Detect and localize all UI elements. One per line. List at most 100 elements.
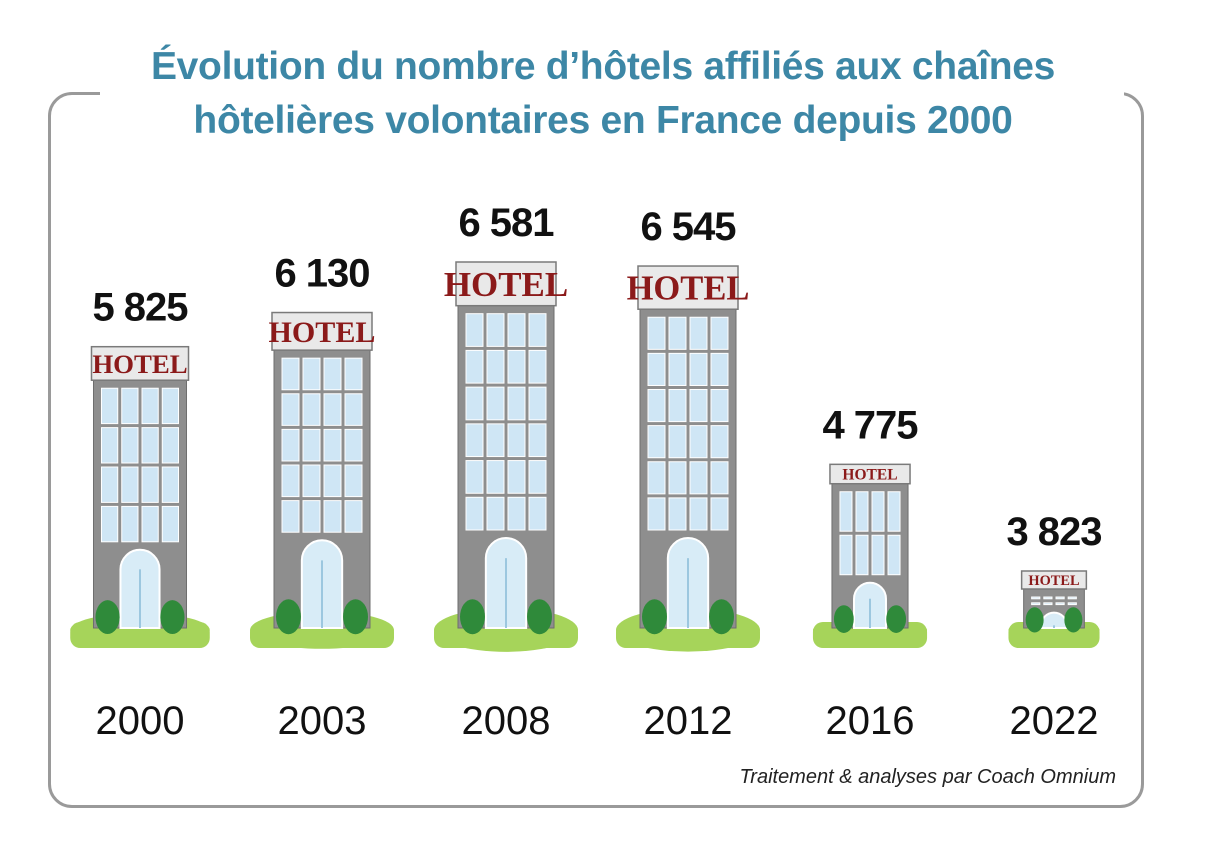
window — [465, 460, 484, 494]
hotel-sign — [829, 463, 911, 485]
window — [710, 461, 729, 495]
window — [100, 427, 119, 464]
window — [1067, 602, 1077, 606]
window — [302, 500, 321, 533]
x-tick-label: 2008 — [462, 699, 551, 743]
bush-left — [1025, 607, 1044, 633]
window — [668, 461, 687, 495]
hotel-sign — [455, 261, 557, 307]
window — [668, 316, 687, 350]
window — [668, 388, 687, 423]
window — [121, 505, 139, 543]
chart-title-line-1: Évolution du nombre d’hôtels affiliés au… — [150, 45, 1056, 88]
window — [486, 386, 505, 421]
window — [647, 461, 666, 495]
chart-title: Évolution du nombre d’hôtels affiliés au… — [0, 40, 1206, 148]
x-tick-label: 2003 — [278, 699, 367, 743]
window — [855, 534, 869, 576]
window — [647, 352, 666, 386]
hotel-sign-label: HOTEL — [269, 315, 376, 349]
window — [871, 534, 885, 576]
window — [281, 393, 300, 426]
window — [507, 460, 526, 494]
window — [465, 349, 484, 384]
window — [647, 425, 666, 459]
window — [344, 357, 363, 391]
window — [281, 357, 300, 391]
window — [887, 534, 901, 576]
bush-left — [95, 600, 120, 635]
hotel-bar-2003: HOTEL 6 130 2003 — [250, 252, 394, 743]
window — [1055, 602, 1065, 606]
window — [507, 423, 526, 458]
window — [689, 425, 708, 459]
window — [141, 427, 159, 464]
window — [486, 496, 505, 531]
window — [1055, 596, 1065, 600]
window — [1043, 596, 1053, 600]
window — [281, 428, 300, 462]
bar-value-label: 3 823 — [1006, 510, 1101, 554]
window — [668, 352, 687, 386]
window — [344, 428, 363, 462]
window — [141, 505, 159, 543]
window — [344, 464, 363, 498]
window — [839, 534, 853, 576]
window — [302, 464, 321, 498]
window — [689, 352, 708, 386]
bar-value-label: 6 545 — [640, 205, 736, 249]
hotel-sign-label: HOTEL — [92, 349, 187, 379]
bush-right — [709, 599, 735, 635]
window — [710, 388, 729, 423]
x-tick-label: 2000 — [96, 699, 185, 743]
bush-right — [160, 600, 185, 635]
hotel-bar-2000: HOTEL 5 825 2000 — [70, 286, 210, 743]
window — [344, 500, 363, 533]
window — [100, 505, 119, 543]
window — [465, 313, 484, 347]
window — [486, 423, 505, 458]
window — [507, 349, 526, 384]
bar-value-label: 4 775 — [822, 403, 918, 447]
window — [887, 491, 901, 532]
bush-right — [343, 599, 368, 635]
window — [323, 464, 342, 498]
window — [486, 313, 505, 347]
window — [486, 460, 505, 494]
window — [647, 497, 666, 531]
bush-right — [527, 599, 553, 635]
hotel-sign-label: HOTEL — [842, 466, 897, 483]
window — [281, 500, 300, 533]
hotel-sign — [1020, 570, 1088, 590]
window — [710, 425, 729, 459]
window — [689, 388, 708, 423]
window — [465, 496, 484, 531]
window — [121, 387, 139, 425]
bush-left — [460, 599, 485, 635]
window — [161, 505, 180, 543]
window — [839, 491, 853, 532]
window — [710, 316, 729, 350]
hotel-sign — [637, 265, 739, 310]
window — [302, 393, 321, 426]
window — [507, 386, 526, 421]
credit-note: Traitement & analyses par Coach Omnium — [739, 766, 1116, 788]
window — [302, 428, 321, 462]
window — [647, 316, 666, 350]
bush-left — [642, 599, 667, 635]
window — [710, 352, 729, 386]
window — [161, 427, 180, 464]
window — [710, 497, 729, 531]
window — [121, 466, 139, 503]
x-tick-label: 2012 — [644, 699, 733, 743]
hotel-sign-label: HOTEL — [627, 270, 750, 308]
bar-value-label: 6 130 — [274, 252, 369, 296]
window — [161, 466, 180, 503]
window — [100, 466, 119, 503]
window — [689, 497, 708, 531]
window — [855, 491, 869, 532]
bush-right — [1064, 607, 1083, 633]
window — [1031, 602, 1041, 606]
x-tick-label: 2022 — [1010, 699, 1099, 743]
